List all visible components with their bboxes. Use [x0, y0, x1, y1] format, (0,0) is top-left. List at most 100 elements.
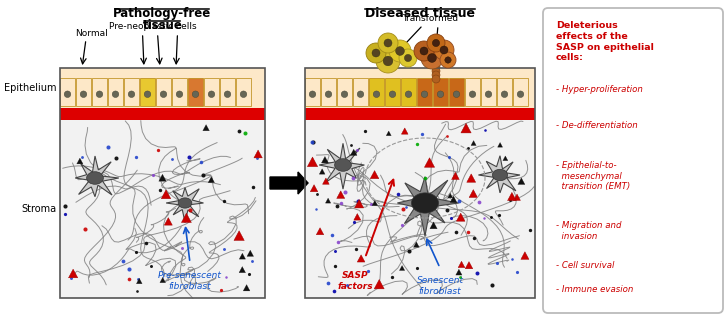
Bar	[305, 68, 535, 108]
Text: tissue: tissue	[143, 19, 183, 32]
Ellipse shape	[87, 172, 104, 184]
Bar	[305, 108, 535, 120]
Point	[152, 148, 164, 153]
Point	[233, 128, 245, 133]
Polygon shape	[374, 279, 384, 289]
Circle shape	[428, 54, 436, 62]
Point	[473, 200, 485, 205]
Text: - Epithelial-to-
  mesenchymal
  transition (EMT): - Epithelial-to- mesenchymal transition …	[556, 161, 630, 192]
Point	[524, 228, 536, 233]
Circle shape	[376, 49, 400, 73]
Polygon shape	[521, 252, 529, 259]
Polygon shape	[467, 174, 476, 182]
Circle shape	[65, 91, 71, 98]
Polygon shape	[448, 193, 452, 198]
Bar	[188, 78, 203, 106]
Circle shape	[208, 91, 215, 98]
Bar	[305, 120, 535, 298]
Circle shape	[389, 91, 396, 98]
Point	[59, 204, 71, 209]
FancyBboxPatch shape	[543, 8, 723, 313]
Bar	[305, 78, 320, 106]
Polygon shape	[478, 156, 520, 193]
Bar	[76, 78, 91, 106]
Point	[322, 281, 334, 286]
Point	[331, 203, 342, 209]
Circle shape	[453, 91, 460, 98]
Circle shape	[373, 91, 380, 98]
Point	[486, 282, 498, 287]
Point	[196, 160, 207, 165]
Circle shape	[309, 91, 316, 98]
Polygon shape	[503, 156, 508, 161]
Point	[130, 249, 142, 255]
Point	[76, 155, 88, 160]
Polygon shape	[161, 190, 171, 199]
Point	[239, 130, 250, 135]
Polygon shape	[239, 266, 246, 273]
Polygon shape	[323, 178, 329, 184]
Bar	[401, 78, 416, 106]
Bar	[60, 120, 265, 298]
Bar	[236, 78, 251, 106]
Point	[147, 172, 159, 178]
Point	[350, 246, 362, 252]
Polygon shape	[507, 193, 516, 201]
Circle shape	[224, 91, 231, 98]
Point	[486, 214, 497, 220]
Point	[102, 144, 114, 149]
Point	[198, 172, 210, 178]
Point	[392, 191, 404, 196]
Point	[491, 260, 502, 266]
Bar	[385, 78, 400, 106]
Text: Pre-senescent
fibroblast: Pre-senescent fibroblast	[158, 271, 222, 291]
Polygon shape	[203, 125, 210, 131]
Point	[307, 139, 319, 144]
Point	[243, 272, 254, 277]
Text: - De-differentiation: - De-differentiation	[556, 121, 638, 130]
Polygon shape	[181, 213, 191, 223]
Point	[451, 229, 463, 234]
Point	[455, 274, 466, 279]
Point	[397, 223, 408, 228]
Polygon shape	[386, 131, 392, 136]
Point	[345, 142, 357, 147]
Point	[504, 197, 515, 202]
Point	[247, 184, 259, 190]
Polygon shape	[136, 278, 142, 284]
Bar	[108, 78, 123, 106]
Polygon shape	[458, 261, 465, 267]
Bar	[172, 78, 187, 106]
Point	[386, 274, 397, 279]
Point	[443, 154, 455, 159]
Point	[511, 270, 523, 275]
Circle shape	[396, 47, 405, 56]
Polygon shape	[372, 201, 378, 205]
Circle shape	[96, 91, 103, 98]
Circle shape	[366, 43, 386, 63]
Circle shape	[405, 91, 412, 98]
Text: - Hyper-proliferation: - Hyper-proliferation	[556, 85, 643, 94]
Polygon shape	[247, 250, 254, 256]
Circle shape	[80, 91, 87, 98]
Circle shape	[128, 91, 135, 98]
Point	[397, 207, 408, 212]
Circle shape	[434, 40, 454, 60]
Point	[401, 204, 413, 209]
Text: Pre-neoplastic cells: Pre-neoplastic cells	[109, 22, 196, 31]
Circle shape	[421, 91, 428, 98]
Circle shape	[399, 49, 417, 67]
Point	[330, 264, 341, 269]
Bar	[465, 78, 480, 106]
Polygon shape	[354, 214, 361, 220]
Point	[442, 208, 453, 213]
Point	[404, 248, 415, 253]
Polygon shape	[254, 150, 262, 158]
Point	[347, 175, 359, 181]
Bar	[305, 68, 535, 298]
Bar	[353, 78, 368, 106]
Point	[416, 132, 428, 137]
Polygon shape	[319, 169, 325, 174]
Polygon shape	[160, 277, 165, 283]
Point	[59, 212, 71, 217]
